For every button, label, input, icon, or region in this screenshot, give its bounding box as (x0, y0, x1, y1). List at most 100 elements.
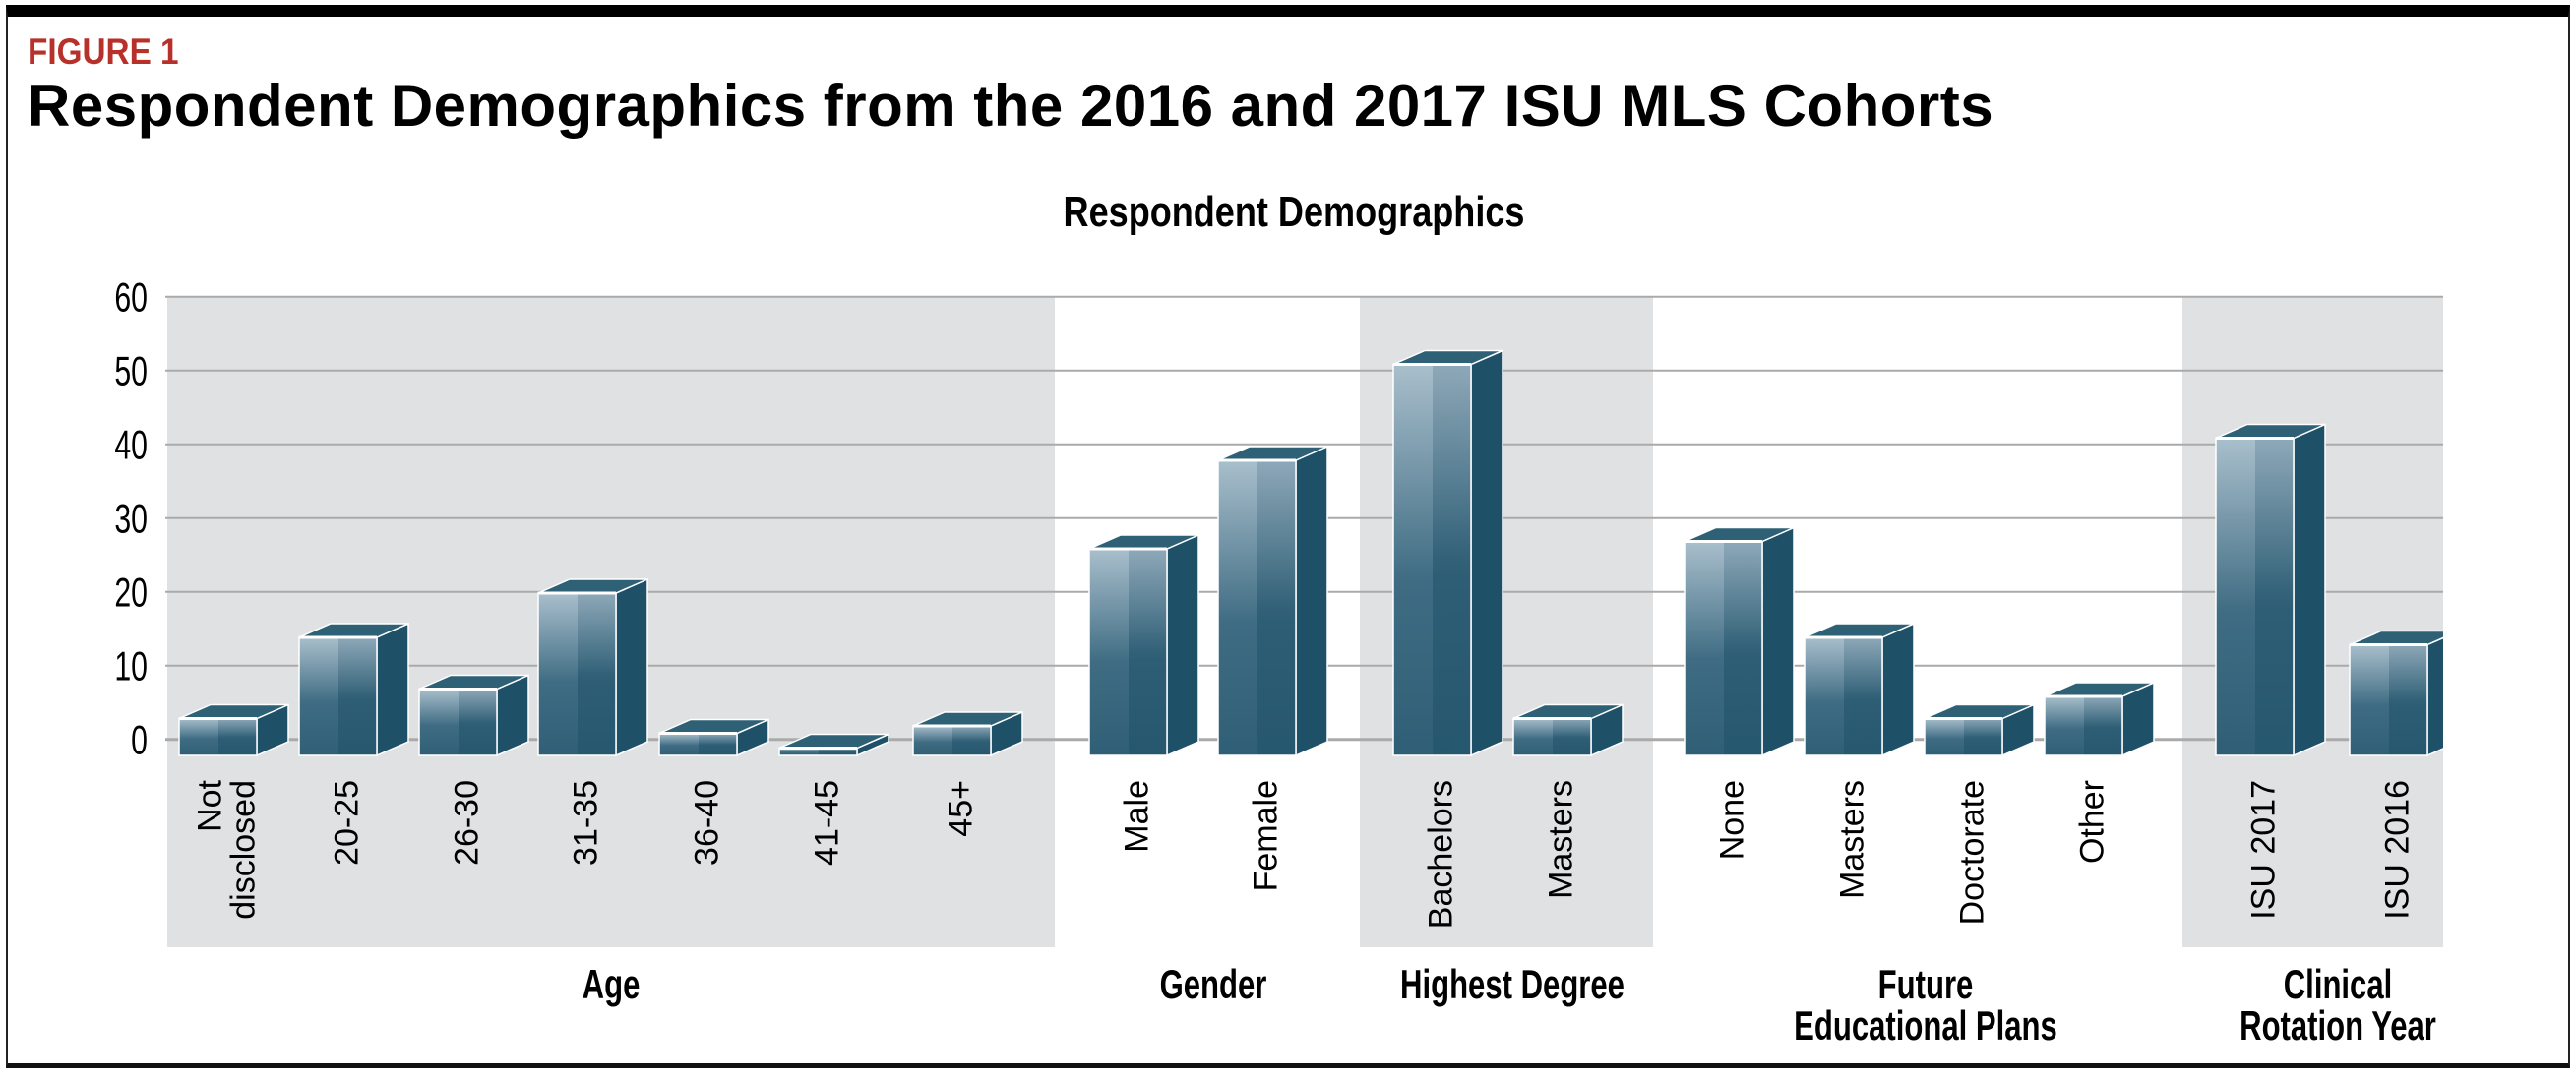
bar-front-shade (952, 726, 991, 755)
y-tick-label: 30 (114, 496, 148, 542)
bar-front-shade (2255, 438, 2294, 755)
bar (2215, 423, 2326, 757)
y-tick-label: 0 (131, 717, 148, 763)
x-tick-label-line: ISU 2016 (2379, 780, 2417, 920)
figure-frame (6, 5, 2570, 1068)
bar (537, 577, 648, 757)
bar-side (1470, 349, 1503, 757)
bar-side (1166, 533, 1199, 757)
x-tick-label: Masters (1543, 780, 1580, 899)
bar-side (1295, 445, 1328, 757)
figure-title: Respondent Demographics from the 2016 an… (28, 73, 1994, 139)
x-tick-label: ISU 2017 (2245, 780, 2283, 920)
x-tick-label: 26-30 (449, 780, 486, 866)
group-label-line: Future (1878, 961, 1974, 1007)
x-tick-label-line: Not (192, 779, 229, 831)
group-label-line: Educational Plans (1794, 1002, 2057, 1049)
bar-front-shade (1844, 637, 1882, 755)
x-tick-label-line: 26-30 (449, 780, 486, 866)
bar-front-shade (1257, 460, 1296, 755)
bar (298, 622, 409, 757)
bar-front-shade (2389, 644, 2427, 755)
x-tick-label: 41-45 (809, 780, 846, 866)
x-tick-label: Notdisclosed (192, 779, 263, 919)
bar (1217, 445, 1328, 757)
group-label: Clinical Rotation Year (2239, 961, 2436, 1049)
group-label: Gender (1160, 961, 1267, 1007)
x-tick-label: Male (1119, 780, 1156, 853)
bar-front-shade (338, 637, 377, 755)
x-tick-label-line: 41-45 (809, 780, 846, 866)
bar (1392, 349, 1503, 757)
bar-front-shade (2084, 696, 2122, 755)
bar-front-shade (1964, 718, 2002, 755)
bar-side (2293, 423, 2326, 757)
x-tick-label-line: 20-25 (329, 780, 366, 866)
x-tick-label-line: Male (1119, 780, 1156, 853)
x-tick-label: None (1714, 780, 1751, 860)
bar (2349, 630, 2443, 757)
x-tick-label-line: ISU 2017 (2245, 780, 2283, 920)
group-label-line: Highest Degree (1400, 961, 1625, 1007)
chart-title: Respondent Demographics (1064, 188, 1525, 236)
bar-front-shade (1553, 718, 1591, 755)
bar-side (2426, 636, 2443, 757)
group-label: Highest Degree (1400, 961, 1625, 1007)
bar-front-shade (459, 689, 497, 755)
x-tick-label: 45+ (943, 780, 980, 837)
bar-front-shade (1724, 541, 1762, 755)
bar (658, 718, 769, 757)
bar (778, 733, 889, 757)
group-label-line: Clinical (2284, 961, 2393, 1007)
x-tick-label-line: disclosed (225, 780, 263, 920)
y-tick-label: 40 (114, 422, 148, 468)
bar (1684, 526, 1795, 757)
bar (1804, 622, 1915, 757)
x-tick-label-line: Other (2074, 780, 2112, 864)
x-tick-label-line: None (1714, 780, 1751, 860)
x-tick-label: Doctorate (1954, 780, 1992, 925)
x-tick-label-line: Bachelors (1423, 780, 1460, 929)
group-label: Future Educational Plans (1794, 961, 2057, 1049)
x-tick-label: Masters (1834, 780, 1871, 899)
bar (178, 703, 289, 757)
group-label-line: Gender (1160, 961, 1267, 1007)
bar-front-shade (1433, 364, 1471, 755)
y-tick-label: 60 (114, 274, 148, 321)
bar-front-shade (699, 733, 737, 755)
x-tick-label: Bachelors (1423, 780, 1460, 929)
bar-side (615, 577, 648, 757)
bar-side (376, 622, 409, 757)
x-tick-label-line: 36-40 (689, 780, 726, 866)
bar-front (779, 748, 857, 755)
x-tick-label-line: 31-35 (568, 780, 605, 866)
bar (1924, 703, 2035, 757)
bar-front-shade (218, 718, 257, 755)
bar (2044, 681, 2155, 757)
group-label-line: Rotation Year (2239, 1002, 2436, 1049)
group-label-line: Age (583, 961, 641, 1007)
x-tick-label: 20-25 (329, 780, 366, 866)
bar-front-shade (1129, 549, 1167, 755)
bar (912, 710, 1023, 757)
x-tick-label-line: 45+ (943, 780, 980, 837)
y-tick-label: 50 (114, 348, 148, 394)
bar-front-shade (578, 593, 616, 755)
group-label: Age (583, 961, 641, 1007)
x-tick-label-line: Masters (1834, 780, 1871, 899)
bar-side (1761, 526, 1795, 757)
x-tick-label: 36-40 (689, 780, 726, 866)
x-tick-label: ISU 2016 (2379, 780, 2417, 920)
y-tick-label: 20 (114, 570, 148, 616)
bar (1088, 533, 1199, 757)
x-tick-label-line: Masters (1543, 780, 1580, 899)
x-tick-label: Other (2074, 780, 2112, 864)
x-tick-label-line: Female (1248, 780, 1285, 891)
x-tick-label: 31-35 (568, 780, 605, 866)
x-tick-label-line: Doctorate (1954, 780, 1992, 925)
y-tick-label: 10 (114, 643, 148, 690)
figure-label: FIGURE 1 (28, 31, 179, 72)
bar (1512, 703, 1624, 757)
bar-side (1881, 622, 1915, 757)
